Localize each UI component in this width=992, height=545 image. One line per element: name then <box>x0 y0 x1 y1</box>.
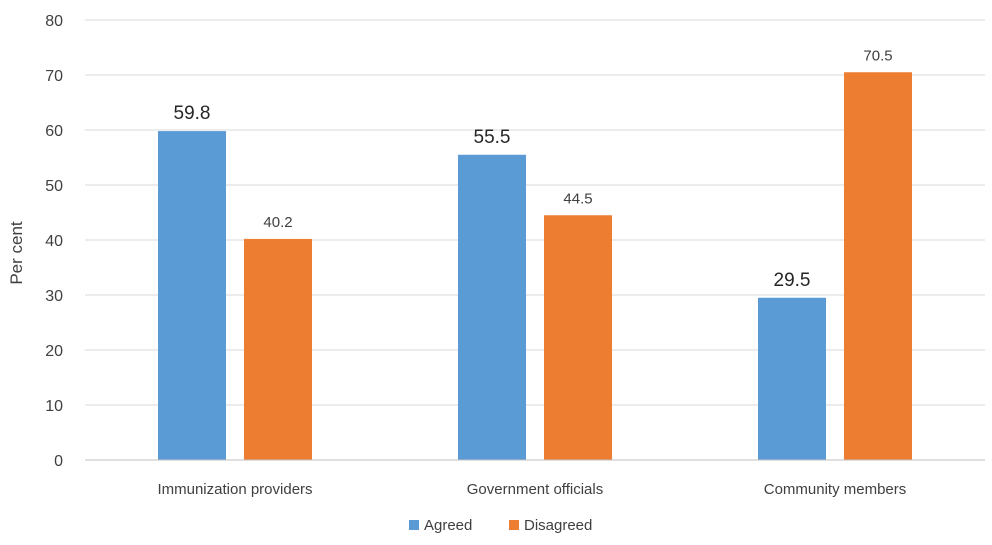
bar-agreed-1 <box>458 154 526 460</box>
x-axis-categories: Immunization providers Government officia… <box>157 481 906 498</box>
legend: Agreed Disagreed <box>409 517 592 534</box>
y-tick-label: 80 <box>45 13 63 30</box>
y-tick-label: 30 <box>45 288 63 305</box>
legend-label: Disagreed <box>524 517 592 534</box>
y-tick-label: 70 <box>45 68 63 85</box>
legend-label: Agreed <box>424 517 472 534</box>
y-tick-label: 40 <box>45 233 63 250</box>
data-label: 40.2 <box>263 214 292 231</box>
data-label: 29.5 <box>774 270 811 291</box>
gridlines <box>85 19 985 406</box>
y-tick-label: 50 <box>45 178 63 195</box>
data-label: 55.5 <box>474 127 511 148</box>
y-tick-label: 60 <box>45 123 63 140</box>
x-category-label: Government officials <box>467 481 603 498</box>
y-tick-label: 10 <box>45 398 63 415</box>
x-category-label: Community members <box>764 481 907 498</box>
y-axis-ticks: 0 10 20 30 40 50 60 70 80 <box>45 13 63 470</box>
data-label: 44.5 <box>563 190 592 207</box>
legend-swatch-agreed <box>409 520 419 530</box>
bars <box>158 72 912 460</box>
bar-agreed-0 <box>158 131 226 460</box>
x-category-label: Immunization providers <box>157 481 312 498</box>
legend-swatch-disagreed <box>509 520 519 530</box>
data-label: 70.5 <box>863 47 892 64</box>
bar-agreed-2 <box>758 297 826 460</box>
y-axis-title: Per cent <box>7 221 26 285</box>
bar-disagreed-0 <box>244 238 312 460</box>
data-label: 59.8 <box>174 103 211 124</box>
y-tick-label: 20 <box>45 343 63 360</box>
y-tick-label: 0 <box>54 453 63 470</box>
data-labels: 59.8 40.2 55.5 44.5 29.5 70.5 <box>174 47 893 291</box>
bar-disagreed-2 <box>844 72 912 460</box>
bar-disagreed-1 <box>544 215 612 460</box>
